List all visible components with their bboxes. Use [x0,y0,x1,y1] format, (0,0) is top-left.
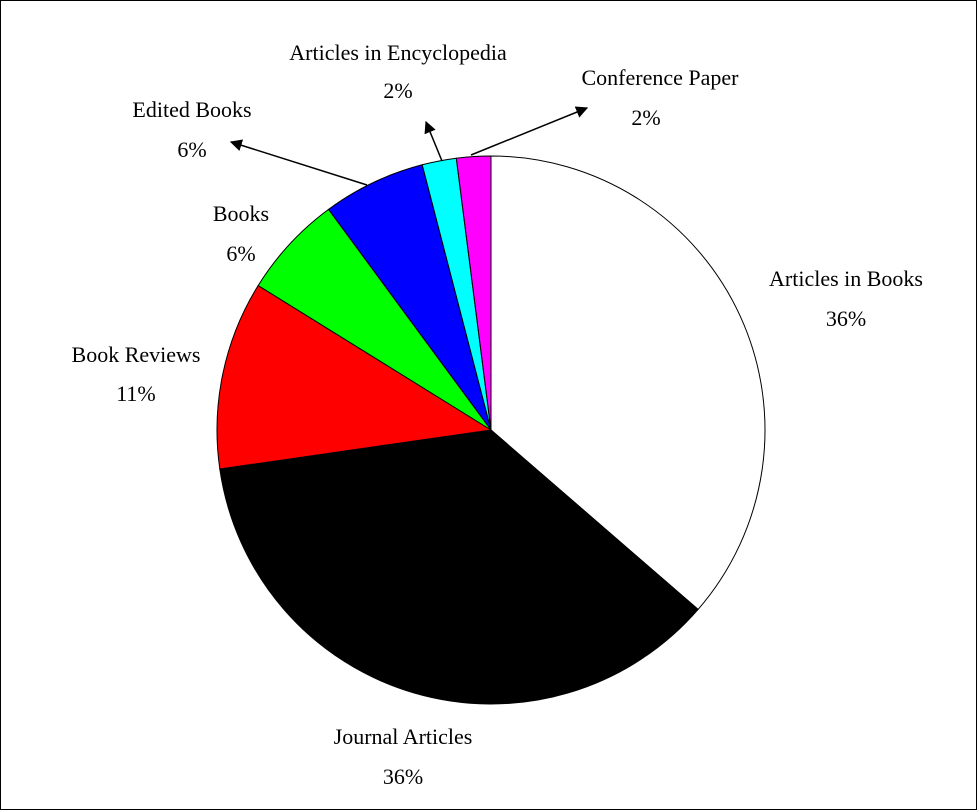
slice-label-articles-in-books: Articles in Books [769,266,923,291]
slice-label-articles-in-encyclopedia: Articles in Encyclopedia [289,40,507,65]
pie-slice-journal-articles [219,429,699,705]
slice-value-books: 6% [226,241,255,266]
leader-arrow-articles-in-encyclopedia [424,120,443,162]
leader-arrow-conference-paper [470,106,589,156]
pie-slice-conference-paper [455,155,492,431]
slice-value-articles-in-books: 36% [826,306,866,331]
slice-label-conference-paper: Conference Paper [582,65,740,90]
slice-value-book-reviews: 11% [116,381,156,406]
slice-value-edited-books: 6% [177,137,206,162]
pie-slice-articles-in-books [490,155,766,611]
slice-label-journal-articles: Journal Articles [334,724,473,749]
slice-value-journal-articles: 36% [383,764,423,789]
leader-arrow-edited-books [229,139,368,186]
slice-value-conference-paper: 2% [631,105,660,130]
slice-value-articles-in-encyclopedia: 2% [383,78,412,103]
slice-label-books: Books [213,201,269,226]
slice-label-edited-books: Edited Books [132,97,251,122]
slice-label-book-reviews: Book Reviews [72,342,201,367]
pie-slice-book-reviews [216,284,493,470]
pie-slices [216,155,766,705]
